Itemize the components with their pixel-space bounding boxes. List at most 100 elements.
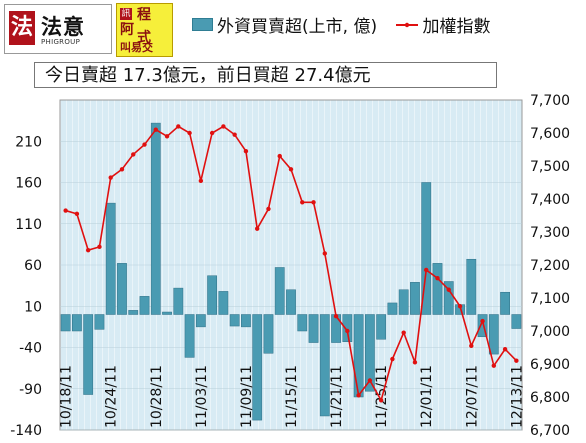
left-tick-label: 10 (24, 299, 42, 315)
right-tick-label: 7,600 (530, 126, 570, 142)
bar (286, 289, 296, 315)
right-tick-label: 6,700 (530, 423, 570, 439)
right-tick-label: 6,800 (530, 390, 570, 406)
bar (398, 289, 409, 315)
index-point (108, 175, 113, 180)
index-point (378, 398, 384, 403)
x-tick-label: 11/09/11 (239, 365, 255, 428)
bar (207, 275, 218, 315)
right-axis-ticks: 6,700 6,800 6,900 7,000 7,100 7,200 7,300 7,400… (530, 93, 570, 439)
program-logo-line3: 式 (137, 30, 151, 46)
bar (319, 314, 330, 417)
bar (150, 122, 161, 315)
program-trading-logo: 訊 程 阿 式 叫易交 (116, 3, 173, 57)
index-point (176, 124, 181, 129)
bar (443, 281, 454, 315)
index-point (446, 287, 451, 292)
left-tick-label: 60 (24, 258, 42, 274)
left-tick-label: 210 (15, 134, 42, 150)
x-tick-label: 12/13/11 (509, 365, 525, 428)
index-line-series (63, 124, 519, 403)
bar (477, 314, 488, 338)
index-point (401, 330, 406, 335)
x-tick-label: 12/07/11 (464, 365, 480, 428)
bar (139, 296, 150, 315)
right-tick-label: 6,900 (530, 357, 570, 373)
bar (94, 314, 105, 330)
index-point (209, 130, 215, 136)
bar (218, 291, 229, 315)
index-point (390, 356, 395, 362)
x-tick-label: 11/03/11 (194, 365, 210, 428)
bar (72, 314, 82, 332)
chart-legend: 外資買賣超(上市, 億) 加權指數 (192, 12, 491, 37)
left-tick-label: -90 (19, 382, 42, 398)
bar (466, 258, 477, 315)
summary-box: 今日賣超 17.3億元，前日買超 27.4億元 (34, 62, 497, 88)
program-logo-line2: 阿 (120, 22, 134, 38)
phigroup-logo-subtitle: PHIGROUP (41, 38, 81, 46)
index-point (119, 167, 125, 172)
program-logo-mark: 訊 (120, 8, 132, 20)
index-point (469, 343, 474, 349)
line-legend-icon (396, 22, 419, 27)
index-point (131, 152, 136, 157)
index-point (187, 130, 192, 136)
bar (60, 314, 71, 332)
left-tick-label: 160 (15, 176, 42, 192)
left-tick-label: -40 (19, 341, 42, 357)
bar-legend-label: 外資買賣超(上市, 億) (217, 17, 378, 37)
index-point (288, 167, 294, 172)
bar (331, 314, 341, 343)
index-point (74, 211, 80, 217)
bar (117, 263, 127, 315)
x-tick-label: 12/01/11 (419, 365, 435, 428)
index-point (367, 378, 373, 383)
bar-series (60, 122, 522, 421)
index-point (266, 206, 271, 212)
index-point (311, 200, 316, 205)
index-point (153, 127, 158, 132)
bar (173, 287, 184, 315)
bar (297, 314, 308, 332)
index-point (322, 251, 328, 256)
index-point (243, 148, 249, 154)
right-tick-label: 7,000 (530, 324, 570, 340)
left-tick-label: -140 (10, 423, 42, 439)
bar (387, 302, 398, 315)
bar (195, 314, 206, 328)
program-logo-line1: 程 (137, 7, 151, 23)
index-point (277, 153, 282, 159)
index-point (457, 304, 463, 309)
right-tick-label: 7,700 (530, 93, 570, 109)
bar (229, 314, 240, 327)
right-tick-label: 7,500 (530, 159, 570, 175)
index-point (254, 226, 260, 231)
x-tick-label: 10/28/11 (149, 365, 165, 428)
line-legend-label: 加權指數 (422, 17, 491, 37)
index-point (514, 358, 519, 363)
right-tick-label: 7,300 (530, 225, 570, 241)
bar (353, 314, 364, 398)
bar (500, 291, 510, 315)
x-tick-label: 11/15/11 (284, 365, 300, 428)
index-point (97, 244, 102, 250)
phigroup-logo: 法 法意 PHIGROUP (4, 4, 112, 54)
x-tick-label: 10/18/11 (59, 365, 75, 428)
bar (241, 314, 251, 328)
index-point (300, 200, 305, 205)
index-point (221, 124, 226, 129)
left-tick-label: 110 (15, 217, 42, 233)
program-logo-line4: 叫易交 (120, 41, 153, 54)
bar (162, 311, 172, 315)
right-tick-label: 7,400 (530, 192, 570, 208)
x-tick-label: 11/21/11 (329, 365, 345, 428)
right-tick-label: 7,100 (530, 291, 570, 307)
index-point (424, 267, 429, 273)
index-point (356, 393, 361, 398)
index-point (480, 318, 485, 324)
bar (252, 314, 263, 421)
index-point (142, 142, 147, 147)
bar (342, 314, 353, 342)
